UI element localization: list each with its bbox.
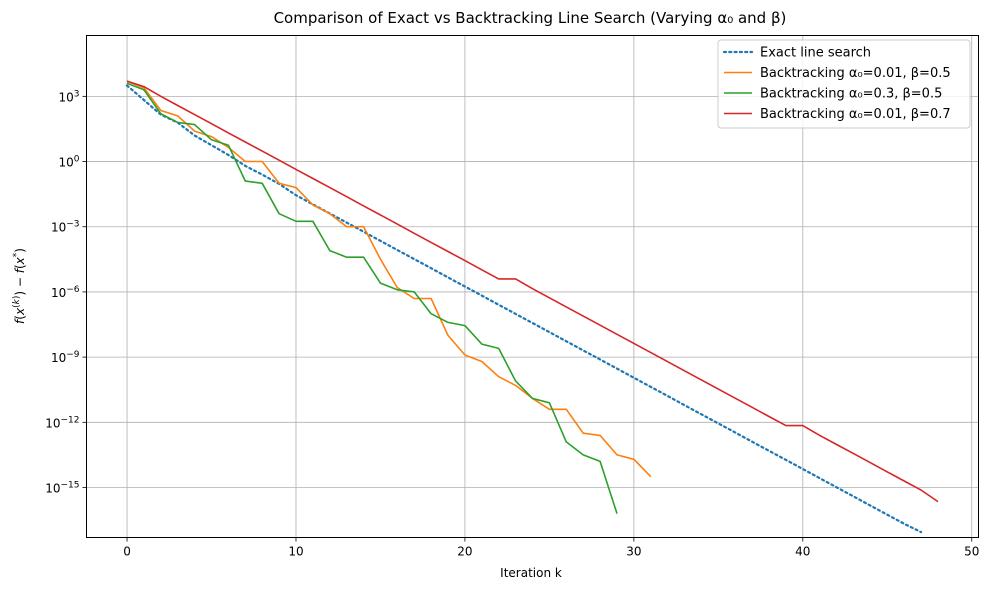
y-tick-label: 103 bbox=[58, 89, 79, 104]
legend-box bbox=[717, 39, 971, 129]
y-tick-label: 10−15 bbox=[45, 481, 79, 496]
x-tick-label: 20 bbox=[457, 545, 472, 559]
svg-text:f(x(k)) − f(x*): f(x(k)) − f(x*) bbox=[12, 248, 27, 324]
x-axis-label: Iteration k bbox=[500, 566, 562, 580]
y-tick-label: 100 bbox=[58, 155, 79, 170]
y-tick-label: 10−6 bbox=[51, 285, 80, 300]
legend: Exact line search Backtracking α₀=0.01, β… bbox=[717, 39, 971, 129]
series-line-4 bbox=[126, 80, 939, 503]
y-axis-label: f(x(k)) − f(x*) bbox=[12, 248, 27, 324]
series-line-1 bbox=[125, 84, 923, 534]
y-tick-label: 10−3 bbox=[51, 220, 80, 235]
y-tick-label: 10−9 bbox=[51, 350, 80, 365]
legend-label-3: Backtracking α₀=0.3, β=0.5 bbox=[760, 87, 942, 102]
legend-label-4: Backtracking α₀=0.01, β=0.7 bbox=[760, 107, 951, 122]
x-tick-label: 50 bbox=[964, 545, 979, 559]
y-tick-label: 10−12 bbox=[45, 415, 79, 430]
legend-label-2: Backtracking α₀=0.01, β=0.5 bbox=[760, 66, 951, 81]
series-line-2 bbox=[126, 80, 652, 478]
x-axis: 0 10 20 30 40 50 bbox=[123, 537, 979, 559]
plot-frame bbox=[86, 35, 979, 538]
x-tick-label: 40 bbox=[795, 545, 810, 559]
x-tick-label: 10 bbox=[288, 545, 303, 559]
series-line-3 bbox=[126, 82, 618, 514]
x-tick-label: 30 bbox=[626, 545, 641, 559]
legend-label-1: Exact line search bbox=[760, 46, 871, 61]
series-layer bbox=[125, 80, 939, 534]
y-axis: 103 100 10−3 10−6 10−9 10−12 10−15 bbox=[45, 89, 87, 496]
chart-title: Comparison of Exact vs Backtracking Line… bbox=[274, 9, 787, 27]
x-tick-label: 0 bbox=[123, 545, 131, 559]
